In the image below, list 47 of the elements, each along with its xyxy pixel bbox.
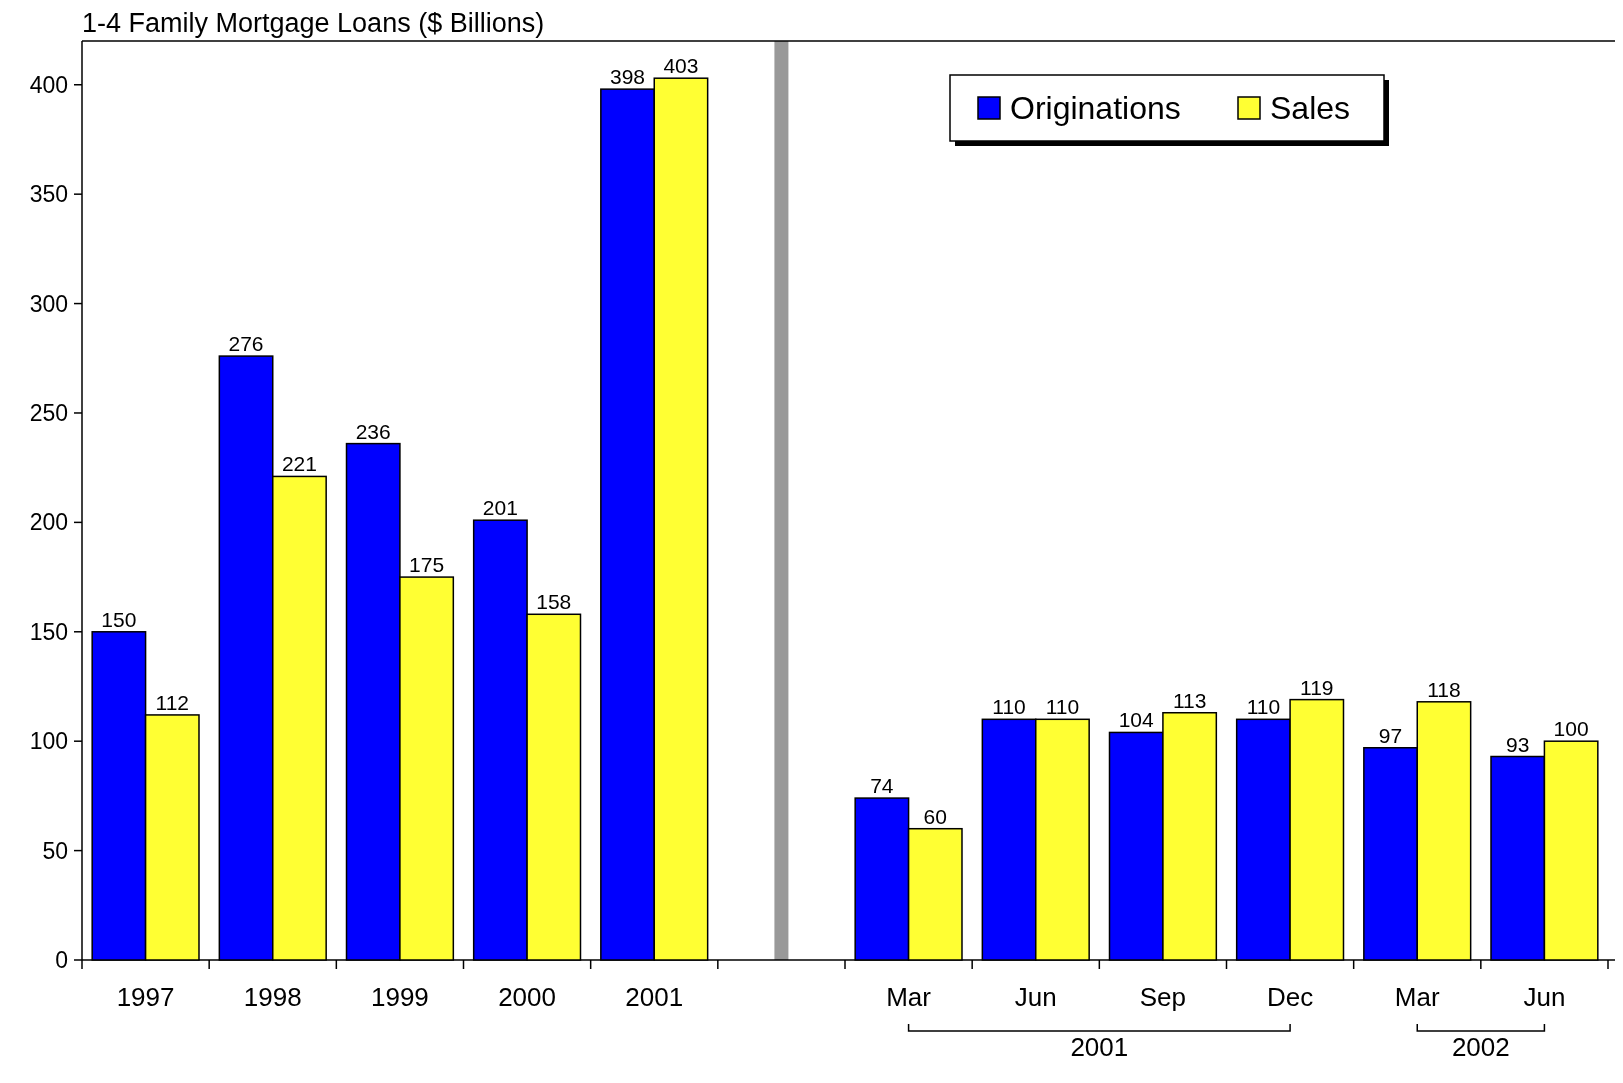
data-label: 276	[228, 332, 264, 356]
data-label: 110	[1246, 695, 1281, 719]
y-tick-label: 150	[29, 618, 68, 645]
data-label: 398	[610, 65, 646, 89]
data-label: 236	[355, 419, 391, 443]
y-tick-label: 250	[29, 399, 68, 426]
data-label: 221	[281, 452, 317, 476]
y-tick-label: 0	[55, 947, 68, 973]
data-label: 175	[409, 553, 445, 577]
x-tick-label: 1998	[243, 982, 302, 1012]
y-tick-label: 300	[29, 290, 68, 317]
x-tick-label: 1999	[370, 982, 429, 1012]
data-label: 110	[1045, 695, 1080, 719]
legend-label: Sales	[1270, 90, 1351, 126]
data-label: 93	[1506, 732, 1530, 756]
x-tick-label: Sep	[1139, 982, 1187, 1012]
x-tick-label: 1997	[116, 982, 175, 1012]
data-label: 110	[992, 695, 1026, 719]
y-tick-label: 400	[29, 71, 68, 98]
data-label: 74	[870, 774, 894, 798]
data-label: 118	[1427, 677, 1461, 701]
data-label: 60	[923, 804, 947, 828]
x-tick-label: Jun	[1014, 982, 1057, 1012]
data-label: 158	[536, 590, 572, 614]
data-label: 112	[155, 690, 190, 714]
data-label: 201	[482, 496, 518, 520]
data-label: 150	[101, 607, 137, 631]
text: 2002	[1451, 1032, 1510, 1062]
y-tick-label: 200	[29, 509, 68, 536]
text: 2001	[1070, 1032, 1129, 1062]
data-label: 403	[663, 54, 699, 78]
x-tick-label: 2001	[625, 982, 684, 1012]
data-label: 100	[1553, 717, 1589, 741]
y-tick-label: 50	[42, 837, 68, 864]
data-label: 119	[1300, 675, 1334, 699]
legend-label: Originations	[1010, 90, 1181, 126]
chart-title: 1-4 Family Mortgage Loans ($ Billions)	[82, 8, 545, 38]
y-tick-label: 100	[29, 728, 68, 755]
x-tick-label: Dec	[1266, 982, 1314, 1012]
x-tick-label: Mar	[886, 982, 932, 1012]
x-tick-label: 2000	[498, 982, 557, 1012]
y-tick-label: 350	[29, 181, 68, 208]
data-label: 97	[1378, 723, 1403, 747]
x-tick-label: Mar	[1394, 982, 1440, 1012]
data-label: 113	[1172, 688, 1207, 712]
x-tick-label: Jun	[1523, 982, 1566, 1012]
data-label: 104	[1118, 708, 1155, 732]
